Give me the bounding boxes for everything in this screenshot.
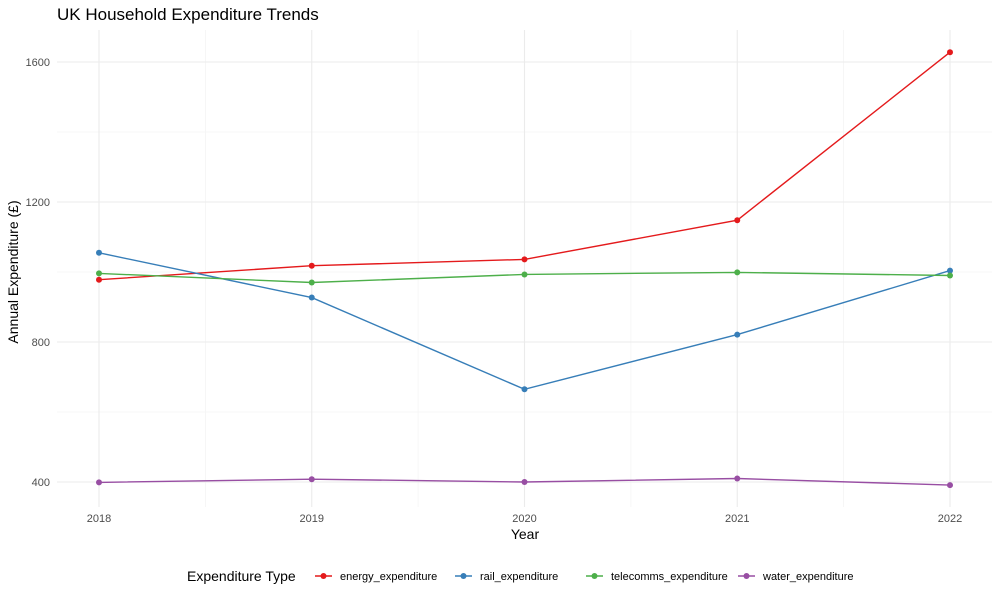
legend-item: energy_expenditure [315, 571, 437, 583]
legend: Expenditure Type energy_expenditure rail_… [187, 568, 854, 584]
x-tick-label: 2019 [300, 513, 324, 525]
data-point [521, 479, 528, 485]
series-rail_expenditure [96, 249, 953, 393]
y-tick-label: 800 [32, 337, 50, 349]
data-point [734, 475, 741, 482]
x-axis-title: Year [511, 526, 540, 542]
data-point [308, 476, 315, 483]
data-point [308, 294, 315, 301]
series-water_expenditure [96, 475, 953, 489]
data-point [734, 269, 741, 276]
chart-title: UK Household Expenditure Trends [57, 5, 319, 24]
x-tick-label: 2020 [512, 513, 536, 525]
y-tick-label: 400 [32, 477, 50, 489]
data-point [734, 331, 741, 338]
x-tick-label: 2018 [87, 513, 111, 525]
series-lines [96, 49, 953, 489]
legend-label: water_expenditure [762, 571, 854, 583]
data-point [521, 271, 528, 278]
data-point [947, 272, 953, 279]
series-energy_expenditure [96, 49, 953, 283]
legend-item: rail_expenditure [455, 571, 558, 583]
series-telecomms_expenditure [96, 269, 953, 286]
legend-label: telecomms_expenditure [611, 571, 728, 583]
data-point [96, 249, 102, 256]
data-point [947, 482, 953, 489]
data-point [96, 276, 102, 283]
y-axis-title: Annual Expenditure (£) [5, 200, 21, 343]
legend-items: energy_expenditure rail_expenditure teleco… [315, 571, 854, 583]
data-point [734, 217, 741, 224]
legend-item: water_expenditure [738, 571, 854, 583]
x-tick-label: 2021 [725, 513, 749, 525]
legend-key-point [591, 573, 598, 579]
y-tick-label: 1200 [26, 197, 50, 209]
grid [57, 30, 992, 507]
data-point [521, 256, 528, 263]
legend-key-point [743, 573, 750, 579]
legend-label: energy_expenditure [340, 571, 437, 583]
legend-key-point [460, 573, 467, 579]
axis-ticks: 2018 2019 2020 2021 2022 400 800 1200 1600 [26, 57, 963, 525]
data-point [947, 49, 953, 56]
data-point [96, 479, 102, 486]
legend-title: Expenditure Type [187, 568, 296, 584]
x-tick-label: 2022 [938, 513, 962, 525]
data-point [521, 386, 528, 393]
legend-label: rail_expenditure [480, 571, 558, 583]
data-point [947, 267, 953, 274]
data-point [308, 279, 315, 286]
legend-key-point [320, 573, 327, 579]
data-point [96, 270, 102, 277]
legend-item: telecomms_expenditure [586, 571, 728, 583]
y-tick-label: 1600 [26, 57, 50, 69]
data-point [308, 262, 315, 269]
